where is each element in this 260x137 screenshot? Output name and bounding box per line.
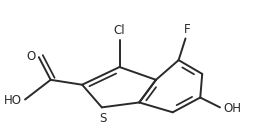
Text: OH: OH: [223, 102, 241, 115]
Text: F: F: [184, 22, 191, 35]
Text: O: O: [27, 50, 36, 63]
Text: HO: HO: [4, 94, 22, 107]
Text: Cl: Cl: [114, 24, 125, 37]
Text: S: S: [99, 112, 107, 125]
